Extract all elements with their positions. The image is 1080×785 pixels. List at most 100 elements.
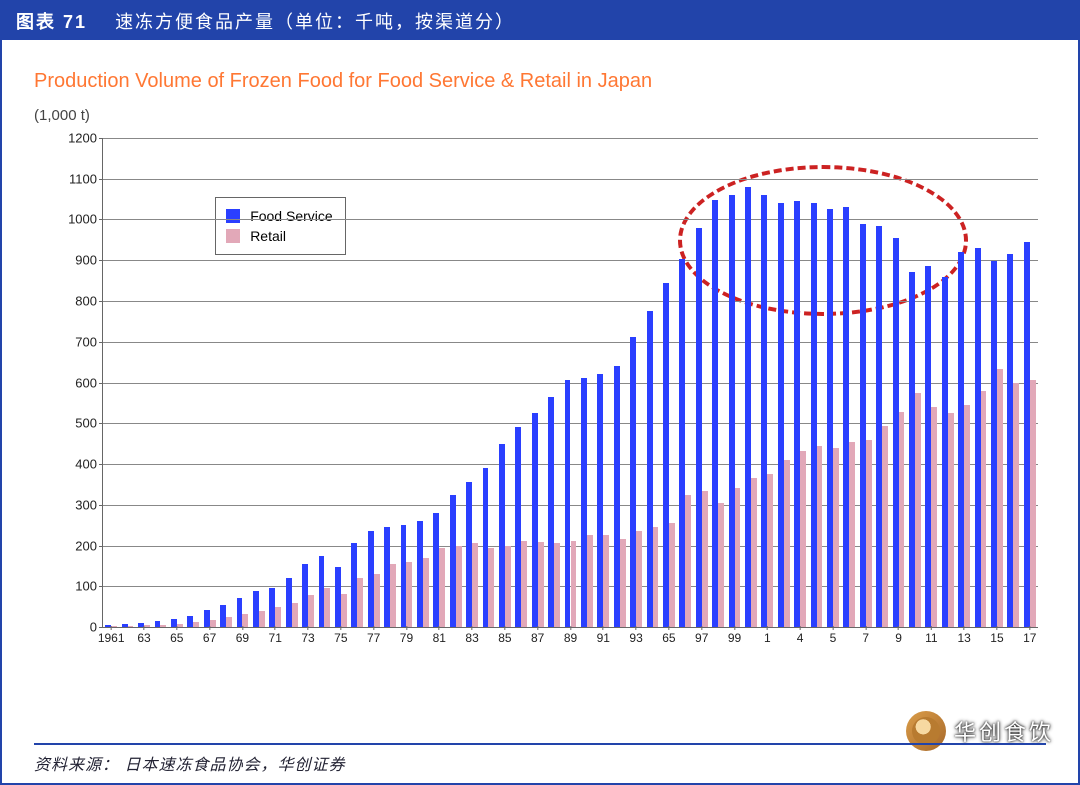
bar-retail xyxy=(571,541,577,627)
figure-header: 图表 71 速冻方便食品产量（单位：千吨，按渠道分） xyxy=(2,2,1078,40)
x-tick-label: 15 xyxy=(990,627,1003,645)
bar-retail xyxy=(784,460,790,627)
source-line: 资料来源： 日本速冻食品协会，华创证券 xyxy=(34,743,1046,775)
bar-retail xyxy=(620,539,626,627)
bar-retail xyxy=(472,543,478,627)
bar-retail xyxy=(357,578,363,627)
y-tick-label: 100 xyxy=(63,579,103,594)
bar-retail xyxy=(587,535,593,627)
gridline xyxy=(103,138,1038,139)
y-tick-label: 300 xyxy=(63,497,103,512)
figure-label: 图表 xyxy=(16,12,56,32)
y-tick-label: 600 xyxy=(63,375,103,390)
x-tick-label: 81 xyxy=(433,627,446,645)
gridline xyxy=(103,179,1038,180)
bar-retail xyxy=(653,527,659,627)
bar-retail xyxy=(735,488,741,627)
x-tick-label: 63 xyxy=(137,627,150,645)
bar-retail xyxy=(374,574,380,627)
x-tick-label: 77 xyxy=(367,627,380,645)
bar-retail xyxy=(981,391,987,627)
x-tick-label: 99 xyxy=(728,627,741,645)
x-tick-label: 85 xyxy=(498,627,511,645)
source-label: 资料来源： xyxy=(34,757,119,774)
x-tick-label: 5 xyxy=(830,627,837,645)
x-tick-label: 1 xyxy=(764,627,771,645)
bar-retail xyxy=(899,412,905,627)
chart-area: Food ServiceRetail 010020030040050060070… xyxy=(62,128,1038,658)
y-tick-label: 400 xyxy=(63,456,103,471)
bar-retail xyxy=(603,535,609,627)
y-tick-label: 900 xyxy=(63,253,103,268)
bar-retail xyxy=(948,413,954,627)
bar-retail xyxy=(866,440,872,627)
bar-retail xyxy=(817,446,823,627)
bar-retail xyxy=(997,369,1003,627)
legend-item: Retail xyxy=(226,228,332,244)
y-tick-label: 700 xyxy=(63,334,103,349)
legend-swatch xyxy=(226,229,240,243)
bar-retail xyxy=(800,451,806,627)
x-tick-label: 93 xyxy=(629,627,642,645)
gridline xyxy=(103,219,1038,220)
bar-retail xyxy=(1013,383,1019,628)
source-text: 日本速冻食品协会，华创证券 xyxy=(124,757,345,774)
x-tick-label: 89 xyxy=(564,627,577,645)
bar-retail xyxy=(128,626,134,627)
bar-retail xyxy=(915,393,921,627)
bar-retail xyxy=(521,541,527,627)
x-tick-label: 4 xyxy=(797,627,804,645)
x-tick-label: 73 xyxy=(301,627,314,645)
bar-retail xyxy=(406,562,412,627)
x-tick-label: 65 xyxy=(662,627,675,645)
x-tick-label: 1961 xyxy=(98,627,125,645)
x-tick-label: 87 xyxy=(531,627,544,645)
bar-retail xyxy=(423,558,429,627)
x-tick-label: 75 xyxy=(334,627,347,645)
bar-retail xyxy=(882,426,888,627)
bar-retail xyxy=(275,607,281,627)
x-tick-label: 91 xyxy=(597,627,610,645)
figure-frame: 图表 71 速冻方便食品产量（单位：千吨，按渠道分） Production Vo… xyxy=(0,0,1080,785)
x-tick-label: 7 xyxy=(862,627,869,645)
annotation-ellipse xyxy=(678,165,968,317)
bar-retail xyxy=(210,620,216,627)
x-tick-label: 65 xyxy=(170,627,183,645)
bar-retail xyxy=(193,622,199,627)
bar-retail xyxy=(751,478,757,627)
bar-retail xyxy=(685,495,691,627)
bar-retail xyxy=(702,491,708,628)
x-tick-label: 83 xyxy=(465,627,478,645)
bar-retail xyxy=(849,442,855,627)
y-tick-label: 1100 xyxy=(63,171,103,186)
legend-item: Food Service xyxy=(226,208,332,224)
bar-retail xyxy=(718,503,724,627)
bar-retail xyxy=(636,531,642,627)
x-tick-label: 17 xyxy=(1023,627,1036,645)
bar-retail xyxy=(505,546,511,627)
bar-retail xyxy=(456,546,462,627)
legend-label: Food Service xyxy=(250,208,332,224)
bar-retail xyxy=(1030,380,1036,627)
bar-retail xyxy=(226,617,232,627)
x-tick-label: 69 xyxy=(236,627,249,645)
bar-retail xyxy=(341,594,347,627)
y-tick-label: 500 xyxy=(63,416,103,431)
x-tick-label: 11 xyxy=(925,627,937,645)
bar-retail xyxy=(242,614,248,627)
legend-label: Retail xyxy=(250,228,286,244)
bar-retail xyxy=(259,611,265,627)
legend: Food Service Retail xyxy=(215,197,345,255)
x-tick-label: 13 xyxy=(957,627,970,645)
y-tick-label: 1200 xyxy=(63,131,103,146)
bar-retail xyxy=(669,523,675,627)
y-tick-label: 800 xyxy=(63,293,103,308)
bar-retail xyxy=(292,603,298,627)
bar-retail xyxy=(488,548,494,627)
x-tick-label: 71 xyxy=(269,627,282,645)
figure-title: 速冻方便食品产量（单位：千吨，按渠道分） xyxy=(115,12,515,32)
figure-number: 71 xyxy=(63,12,87,32)
bar-retail xyxy=(964,405,970,627)
bar-retail xyxy=(833,448,839,627)
legend-swatch xyxy=(226,209,240,223)
